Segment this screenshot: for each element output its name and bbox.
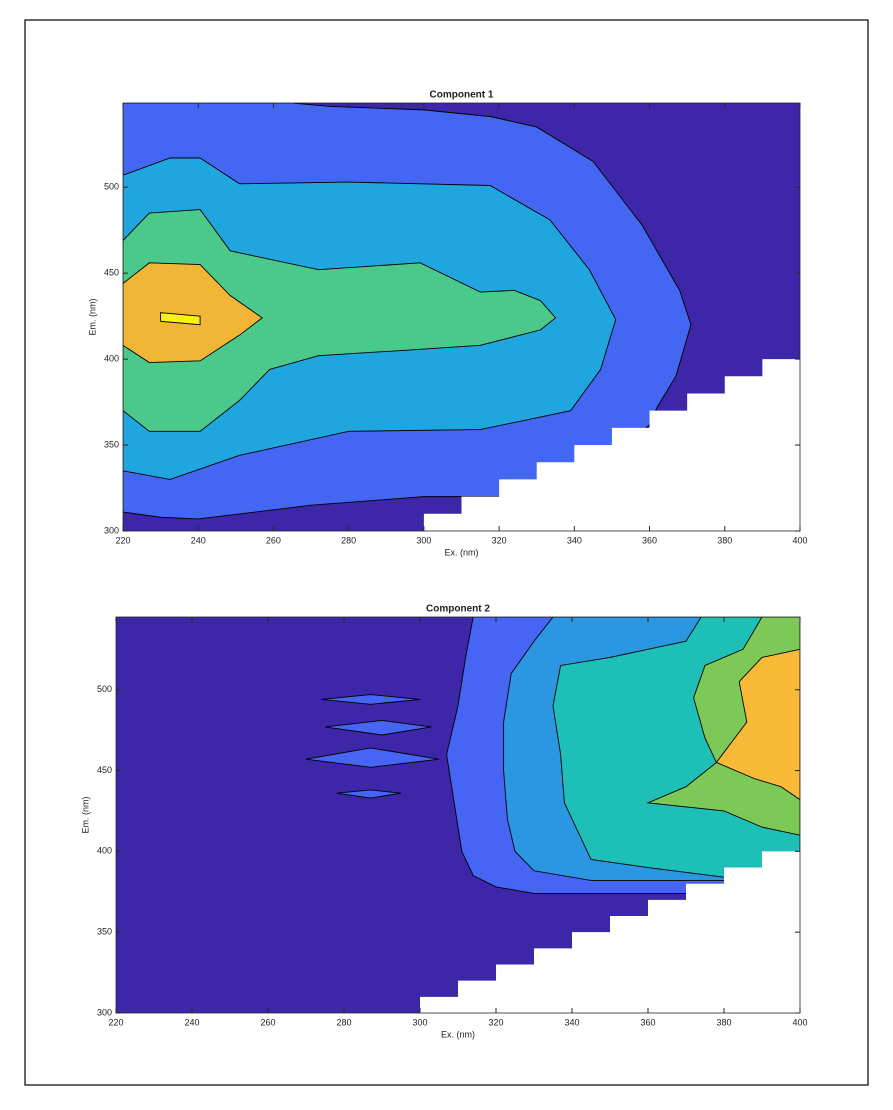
plot-area bbox=[123, 103, 800, 531]
y-tick-label: 400 bbox=[97, 846, 112, 856]
axes-box bbox=[115, 616, 801, 1014]
x-tick-label: 340 bbox=[567, 535, 582, 545]
contour-region bbox=[321, 694, 421, 705]
y-tick-label: 500 bbox=[97, 684, 112, 694]
y-tick-label: 400 bbox=[104, 353, 119, 363]
x-tick-label: 240 bbox=[191, 535, 206, 545]
contour-region bbox=[336, 789, 402, 799]
chart-title: Component 2 bbox=[426, 604, 490, 615]
plot-area bbox=[116, 617, 800, 1013]
x-tick-label: 280 bbox=[336, 1017, 351, 1027]
x-tick-label: 300 bbox=[412, 1017, 427, 1027]
axes-box bbox=[122, 102, 801, 532]
y-axis-label: Em. (nm) bbox=[87, 298, 97, 335]
x-axis-label: Ex. (nm) bbox=[444, 547, 478, 557]
contour-region bbox=[160, 312, 201, 326]
x-tick-label: 360 bbox=[640, 1017, 655, 1027]
y-tick-label: 450 bbox=[104, 268, 119, 278]
x-tick-label: 380 bbox=[717, 535, 732, 545]
y-tick-label: 350 bbox=[104, 439, 119, 449]
x-tick-label: 220 bbox=[115, 535, 130, 545]
x-tick-label: 380 bbox=[716, 1017, 731, 1027]
contour-region bbox=[305, 747, 440, 768]
x-tick-label: 240 bbox=[184, 1017, 199, 1027]
x-tick-label: 340 bbox=[564, 1017, 579, 1027]
x-tick-label: 220 bbox=[108, 1017, 123, 1027]
masked-region bbox=[420, 851, 800, 1013]
x-tick-label: 400 bbox=[792, 1017, 807, 1027]
x-tick-label: 360 bbox=[642, 535, 657, 545]
contour-region bbox=[123, 262, 263, 364]
contour-region bbox=[715, 648, 800, 801]
y-axis-label: Em. (nm) bbox=[80, 796, 90, 833]
x-tick-label: 320 bbox=[488, 1017, 503, 1027]
y-tick-label: 450 bbox=[97, 765, 112, 775]
x-tick-label: 400 bbox=[792, 535, 807, 545]
contour-region bbox=[324, 719, 432, 736]
x-tick-label: 320 bbox=[492, 535, 507, 545]
y-tick-label: 350 bbox=[97, 927, 112, 937]
x-tick-label: 260 bbox=[266, 535, 281, 545]
x-tick-label: 260 bbox=[260, 1017, 275, 1027]
contour-region bbox=[123, 209, 557, 432]
y-tick-label: 500 bbox=[104, 182, 119, 192]
y-tick-label: 300 bbox=[97, 1007, 112, 1017]
chart-title: Component 1 bbox=[430, 90, 494, 101]
masked-region bbox=[423, 359, 800, 531]
x-tick-label: 280 bbox=[341, 535, 356, 545]
x-axis-label: Ex. (nm) bbox=[441, 1029, 475, 1039]
x-tick-label: 300 bbox=[416, 535, 431, 545]
y-tick-label: 300 bbox=[104, 525, 119, 535]
